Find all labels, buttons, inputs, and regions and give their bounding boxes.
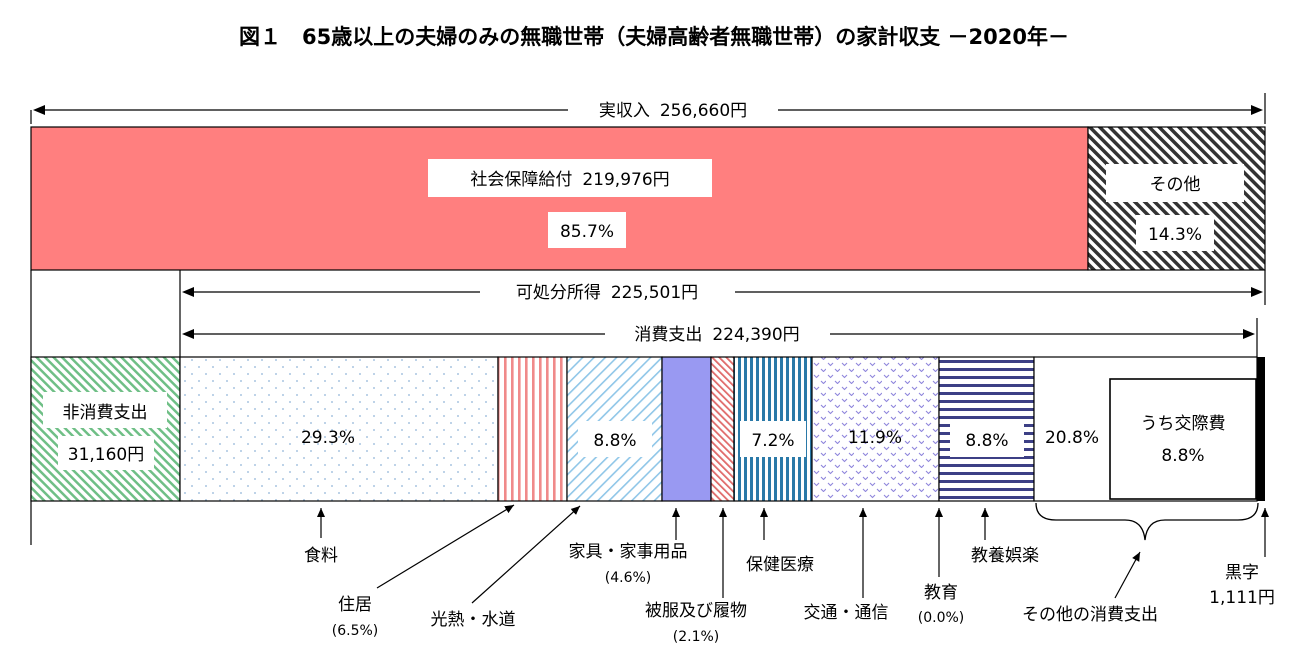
label-housing: 住居 bbox=[338, 595, 372, 615]
medical-pct-box bbox=[740, 421, 806, 457]
recreation-pct: 8.8% bbox=[965, 431, 1008, 451]
label-kokuji: 黒字 bbox=[1225, 563, 1259, 583]
other-income-share: 14.3% bbox=[1148, 225, 1202, 245]
medical-pct: 7.2% bbox=[751, 431, 794, 451]
pointer-arrows bbox=[317, 504, 1269, 604]
label-transport: 交通・通信 bbox=[804, 603, 889, 623]
disposable-span-arrow: 可処分所得 225,501円 bbox=[182, 270, 1266, 305]
other-consumption-brace bbox=[1035, 502, 1259, 541]
label-housing-pct: (6.5%) bbox=[332, 623, 379, 639]
arrow-utilities bbox=[471, 505, 581, 604]
chart-title: 図１ 65歳以上の夫婦のみの無職世帯（夫婦高齢者無職世帯）の家計収支 －2020… bbox=[239, 25, 1069, 49]
consumption-label: 消費支出 224,390円 bbox=[634, 325, 799, 345]
income-total-label: 実収入 256,660円 bbox=[599, 101, 747, 121]
social-security-label: 社会保障給付 219,976円 bbox=[470, 170, 669, 190]
social-security-label-box bbox=[428, 159, 712, 197]
non-consumption-label: 非消費支出 bbox=[63, 403, 148, 423]
bar-clothing bbox=[710, 356, 735, 502]
utilities-pct-box bbox=[578, 421, 652, 457]
entertainment-pct: 8.8% bbox=[1161, 446, 1204, 466]
bar-food bbox=[179, 356, 499, 502]
other-income-label: その他 bbox=[1150, 175, 1201, 195]
social-security-share: 85.7% bbox=[560, 222, 614, 242]
label-education-pct: (0.0%) bbox=[918, 610, 965, 626]
label-clothing-pct: (2.1%) bbox=[673, 629, 720, 645]
entertainment-label: うち交際費 bbox=[1141, 414, 1226, 434]
bar-entertainment bbox=[1109, 378, 1257, 500]
label-furniture: 家具・家事用品 bbox=[569, 542, 688, 562]
food-pct: 29.3% bbox=[301, 428, 355, 448]
label-other-consumption: その他の消費支出 bbox=[1022, 605, 1158, 625]
label-food: 食料 bbox=[304, 546, 338, 566]
transport-pct: 11.9% bbox=[848, 428, 902, 448]
label-medical: 保健医療 bbox=[746, 555, 814, 575]
non-consumption-amount: 31,160円 bbox=[68, 445, 144, 465]
label-kokuji-amount: 1,111円 bbox=[1209, 588, 1275, 608]
non-consumption-label-box bbox=[43, 392, 167, 428]
label-clothing: 被服及び履物 bbox=[645, 601, 747, 621]
disposable-label: 可処分所得 225,501円 bbox=[516, 283, 698, 303]
non-consumption-amount-box bbox=[58, 436, 154, 470]
bar-kokuji bbox=[1257, 357, 1265, 501]
expenditure-bar: 非消費支出 31,160円 29.3% 8.8% 7.2% 11.9% 8.8%… bbox=[30, 356, 1265, 502]
other-income-share-box bbox=[1136, 215, 1214, 251]
income-bar: 社会保障給付 219,976円 85.7% その他 14.3% bbox=[30, 126, 1266, 271]
label-furniture-pct: (4.6%) bbox=[605, 570, 652, 586]
bar-housing bbox=[497, 356, 568, 502]
label-utilities: 光熱・水道 bbox=[431, 610, 516, 630]
arrow-other-consumption bbox=[1114, 551, 1141, 599]
income-span-arrow: 実収入 256,660円 bbox=[30, 93, 1266, 124]
label-education: 教育 bbox=[924, 583, 958, 603]
bar-social-security bbox=[30, 126, 1089, 271]
bar-non-consumption bbox=[30, 356, 181, 502]
other-consumption-pct: 20.8% bbox=[1045, 428, 1099, 448]
social-security-share-box bbox=[548, 212, 626, 248]
other-income-label-box bbox=[1106, 164, 1244, 202]
recreation-pct-box bbox=[950, 421, 1024, 457]
consumption-span-arrow: 消費支出 224,390円 bbox=[182, 318, 1258, 357]
label-recreation: 教養娯楽 bbox=[971, 546, 1039, 566]
arrow-housing bbox=[376, 504, 515, 589]
utilities-pct: 8.8% bbox=[593, 431, 636, 451]
bar-furniture bbox=[661, 356, 712, 502]
